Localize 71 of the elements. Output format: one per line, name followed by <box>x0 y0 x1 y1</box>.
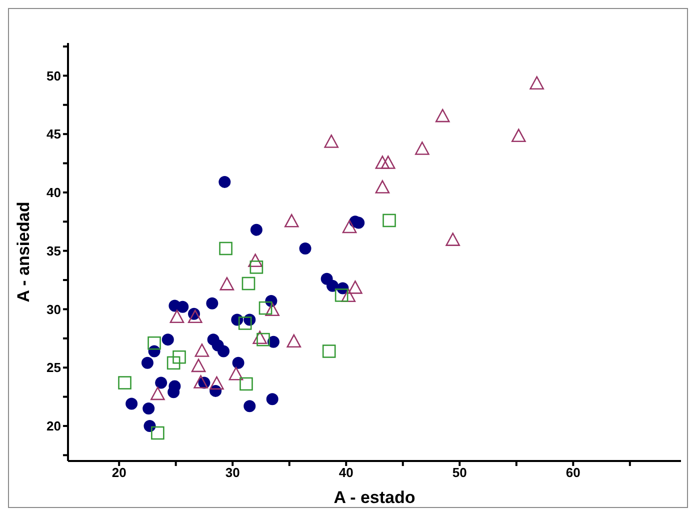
point <box>162 334 174 346</box>
point <box>375 180 390 194</box>
point <box>258 301 272 315</box>
point <box>219 242 232 256</box>
point <box>512 128 526 142</box>
y-tick-label: 20 <box>46 418 61 434</box>
point <box>382 214 396 228</box>
point <box>194 375 208 388</box>
point <box>148 336 161 350</box>
point <box>250 260 264 274</box>
point <box>144 420 156 432</box>
y-tick-label: 40 <box>46 185 61 200</box>
point <box>286 334 302 348</box>
point <box>210 376 224 390</box>
x-tick-label: 60 <box>566 465 580 480</box>
point <box>176 300 189 313</box>
y-tick-label: 35 <box>46 243 61 258</box>
point <box>266 393 278 406</box>
point <box>172 350 186 364</box>
point <box>415 142 430 155</box>
point <box>170 310 184 324</box>
point <box>118 376 132 390</box>
point <box>265 302 280 316</box>
point <box>380 156 396 169</box>
y-tick-label: 45 <box>46 126 61 142</box>
point <box>322 344 336 358</box>
point <box>252 330 267 344</box>
point <box>435 108 450 122</box>
y-axis-title: A - ansiedad <box>14 202 34 302</box>
point <box>218 176 231 188</box>
point <box>218 345 230 358</box>
point <box>238 316 252 330</box>
point <box>326 280 338 292</box>
x-tick-label: 40 <box>338 465 354 480</box>
point <box>299 242 312 254</box>
point <box>141 356 154 369</box>
point <box>232 356 244 369</box>
point <box>284 214 299 228</box>
point <box>244 400 256 412</box>
point <box>334 288 348 302</box>
point <box>228 366 244 380</box>
point <box>446 232 460 246</box>
point <box>194 344 210 357</box>
x-axis-title: A - estado <box>334 488 416 507</box>
point <box>242 276 256 290</box>
point <box>375 156 390 169</box>
x-tick-label: 50 <box>452 465 467 480</box>
point <box>530 76 544 90</box>
point <box>248 254 262 267</box>
point <box>126 398 138 410</box>
point <box>166 356 180 370</box>
point <box>191 358 206 372</box>
point <box>155 376 168 389</box>
point <box>150 386 165 400</box>
point <box>220 277 234 290</box>
point <box>341 288 356 302</box>
point <box>250 224 262 236</box>
point <box>151 426 164 440</box>
point <box>188 310 202 324</box>
point <box>324 134 339 148</box>
y-tick-label: 30 <box>46 302 61 317</box>
point <box>342 220 357 234</box>
x-tick-label: 30 <box>225 465 240 480</box>
point <box>142 402 155 414</box>
x-tick-label: 20 <box>112 465 126 480</box>
y-tick-label: 25 <box>46 360 61 376</box>
y-tick-label: 50 <box>46 68 61 84</box>
point <box>256 332 270 346</box>
point <box>240 377 253 391</box>
point <box>348 280 362 294</box>
point <box>206 297 218 310</box>
